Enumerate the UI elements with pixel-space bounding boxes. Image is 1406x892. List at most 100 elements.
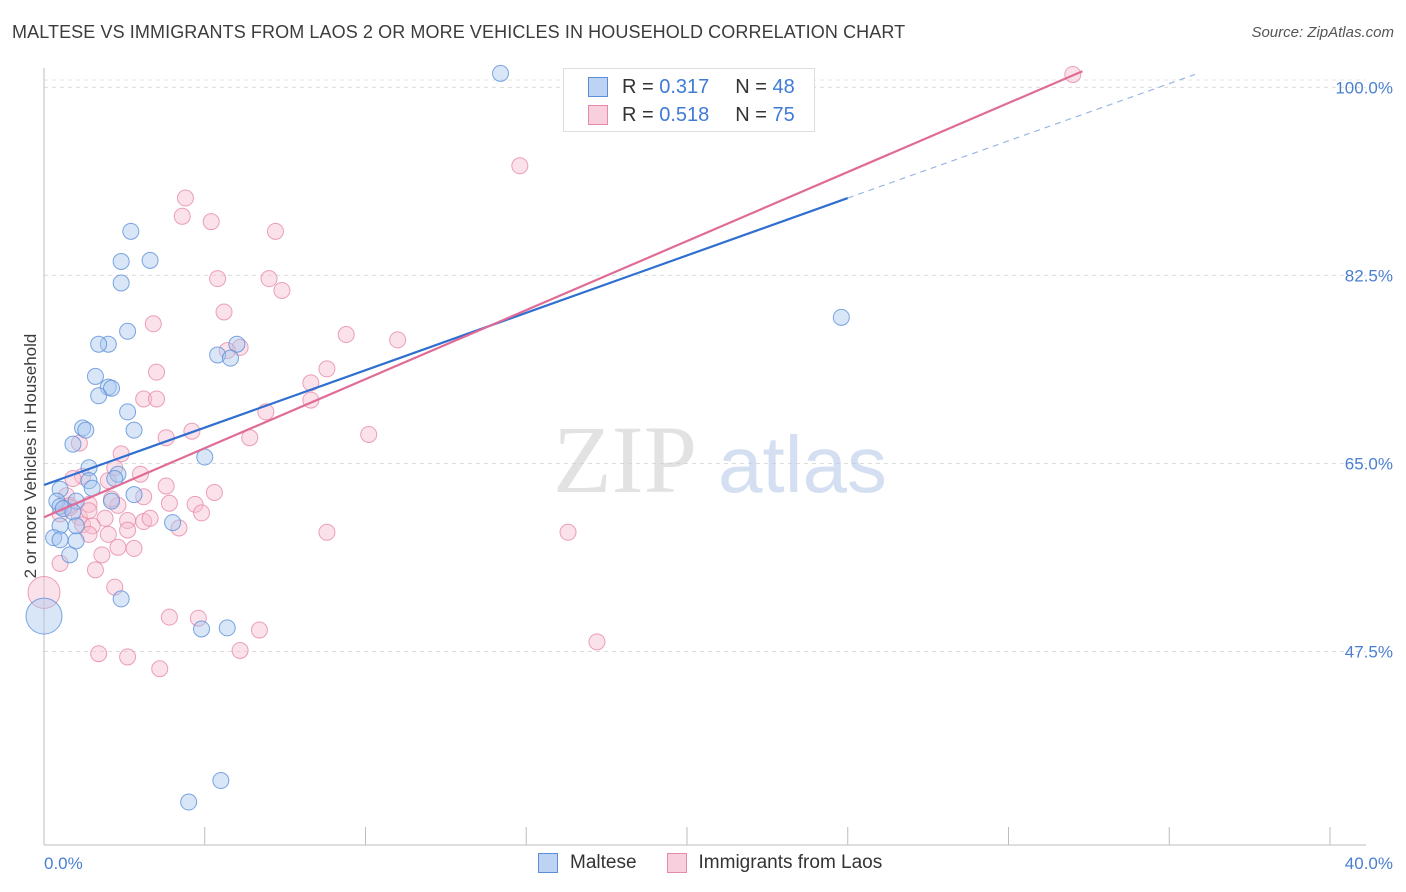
laos-r-value: 0.518: [659, 103, 710, 126]
laos-point: [186, 495, 204, 513]
maltese-point: [125, 421, 143, 439]
laos-swatch: [588, 105, 608, 125]
n-label: N =: [735, 103, 767, 126]
maltese-r-value: 0.317: [659, 75, 710, 98]
laos-point: [119, 648, 137, 666]
laos-point: [266, 222, 284, 240]
laos-point: [318, 360, 336, 378]
laos-point: [51, 554, 69, 572]
laos-point: [160, 494, 178, 512]
n-label: N =: [735, 75, 767, 98]
laos-point: [125, 539, 143, 557]
laos-point: [90, 645, 108, 663]
maltese-point: [122, 222, 140, 240]
laos-point: [135, 390, 153, 408]
maltese-point: [64, 435, 82, 453]
source-label: Source: ZipAtlas.com: [1251, 24, 1394, 41]
laos-point: [202, 213, 220, 231]
maltese-trend-line: [43, 197, 849, 487]
r-label: R =: [622, 103, 654, 126]
laos-point: [559, 523, 577, 541]
laos-point: [99, 525, 117, 543]
legend-item-laos[interactable]: Immigrants from Laos: [666, 852, 882, 874]
maltese-point: [103, 492, 121, 510]
laos-point: [109, 538, 127, 556]
stats-legend: R = 0.317 N = 48 R = 0.518 N = 75: [563, 68, 815, 132]
laos-point: [337, 326, 355, 344]
maltese-point: [221, 349, 239, 367]
maltese-point: [832, 308, 850, 326]
maltese-point: [51, 531, 69, 549]
maltese-point: [119, 322, 137, 340]
laos-point: [205, 484, 223, 502]
maltese-point: [67, 517, 85, 535]
maltese-point: [103, 379, 121, 397]
maltese-point: [492, 64, 510, 82]
watermark-atlas: atlas: [718, 420, 887, 509]
data-points: [25, 64, 1082, 811]
maltese-point: [25, 597, 63, 635]
laos-point: [193, 504, 211, 522]
y-tick-label: 100.0%: [1335, 78, 1393, 97]
laos-point: [318, 523, 336, 541]
y-tick-label: 65.0%: [1345, 454, 1393, 473]
laos-swatch: [666, 853, 687, 873]
maltese-n-value: 48: [772, 75, 795, 98]
laos-point: [511, 157, 529, 175]
r-label: R =: [622, 75, 654, 98]
maltese-point: [90, 387, 108, 405]
trend-lines: [43, 70, 1196, 519]
maltese-point: [90, 335, 108, 353]
maltese-point: [112, 274, 130, 292]
maltese-point: [141, 251, 159, 269]
maltese-point: [180, 793, 198, 811]
laos-point: [119, 521, 137, 539]
gridlines: [44, 79, 1366, 653]
laos-point: [141, 509, 159, 527]
tick-labels: 47.5% 65.0% 82.5% 100.0% 0.0% 40.0%: [44, 78, 1393, 873]
legend-row-laos: R = 0.518 N = 75: [588, 103, 795, 127]
maltese-point: [99, 335, 117, 353]
laos-trend-line: [43, 70, 1083, 519]
laos-point: [189, 609, 207, 627]
maltese-point: [119, 403, 137, 421]
laos-point: [273, 281, 291, 299]
laos-n-value: 75: [772, 103, 795, 126]
maltese-point: [86, 367, 104, 385]
legend-row-maltese: R = 0.317 N = 48: [588, 75, 795, 99]
x-tick-label: 0.0%: [44, 854, 83, 873]
maltese-trend-extension: [847, 73, 1196, 199]
maltese-point: [77, 421, 95, 439]
laos-point: [360, 425, 378, 443]
maltese-point: [45, 529, 63, 547]
laos-point: [260, 270, 278, 288]
maltese-point: [67, 532, 85, 550]
legend-item-maltese[interactable]: Maltese: [538, 852, 637, 874]
laos-point: [93, 546, 111, 564]
maltese-swatch: [538, 853, 558, 873]
maltese-point: [164, 514, 182, 532]
laos-point: [157, 477, 175, 495]
maltese-point: [228, 335, 246, 353]
laos-point: [231, 338, 249, 356]
maltese-swatch: [588, 77, 608, 97]
laos-point: [215, 303, 233, 321]
laos-point: [176, 189, 194, 207]
laos-point: [588, 633, 606, 651]
watermark-zip: ZIP: [553, 406, 697, 513]
laos-point: [86, 561, 104, 579]
maltese-point: [212, 772, 230, 790]
maltese-point: [125, 486, 143, 504]
series-legend: Maltese Immigrants from Laos: [538, 852, 912, 874]
axes: [43, 68, 1366, 846]
maltese-point: [193, 620, 211, 638]
x-tick-label: 40.0%: [1345, 854, 1393, 873]
laos-point: [250, 621, 268, 639]
y-tick-label: 47.5%: [1345, 643, 1393, 662]
legend-label-maltese: Maltese: [570, 852, 637, 873]
y-axis-label: 2 or more Vehicles in Household: [21, 334, 40, 579]
y-tick-label: 82.5%: [1345, 266, 1393, 285]
laos-point: [209, 270, 227, 288]
chart-title: MALTESE VS IMMIGRANTS FROM LAOS 2 OR MOR…: [12, 22, 906, 42]
